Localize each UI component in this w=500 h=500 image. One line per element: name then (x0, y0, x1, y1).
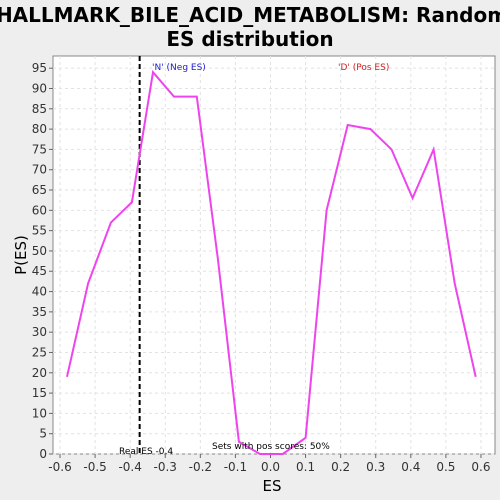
y-tick-label: 55 (32, 224, 47, 238)
y-tick-label: 80 (32, 122, 47, 136)
neg-es-label: 'N' (Neg ES) (152, 63, 206, 73)
axis-ticks: 0 5 10 15 20 25 30 35 40 45 50 55 60 65 70 75 80 85 90 95 -0… (32, 61, 491, 474)
x-tick-label: 0.1 (296, 460, 315, 474)
y-tick-label: 75 (32, 142, 47, 156)
y-axis-label: P(ES) (12, 235, 30, 275)
plot-area (52, 55, 496, 455)
x-tick-label: 0.5 (436, 460, 455, 474)
x-tick-label: -0.3 (154, 460, 177, 474)
grid (53, 56, 495, 455)
y-tick-label: 70 (32, 163, 47, 177)
y-tick-label: 0 (39, 447, 47, 461)
y-tick-label: 50 (32, 244, 47, 258)
y-tick-label: 25 (32, 345, 47, 359)
y-tick-label: 40 (32, 285, 47, 299)
series-line (66, 69, 477, 455)
x-tick-label: -0.1 (224, 460, 247, 474)
x-tick-label: 0.6 (471, 460, 490, 474)
chart-title-line2: ES distribution (166, 27, 333, 51)
y-tick-label: 15 (32, 386, 47, 400)
x-tick-label: 0.3 (366, 460, 385, 474)
y-tick-label: 10 (32, 406, 47, 420)
y-tick-label: 85 (32, 102, 47, 116)
x-tick-label: -0.2 (189, 460, 212, 474)
x-axis-label: ES (263, 477, 282, 495)
x-tick-label: 0.2 (331, 460, 350, 474)
y-tick-label: 90 (32, 81, 47, 95)
y-tick-label: 65 (32, 183, 47, 197)
x-tick-label: -0.5 (83, 460, 106, 474)
y-tick-label: 60 (32, 203, 47, 217)
y-tick-label: 45 (32, 264, 47, 278)
pos-scores-label: Sets with pos scores: 50% (212, 442, 330, 452)
x-tick-label: 0.0 (261, 460, 280, 474)
y-tick-label: 30 (32, 325, 47, 339)
real-es-label: Real ES -0.4 (119, 447, 173, 457)
x-tick-label: -0.6 (48, 460, 71, 474)
y-tick-label: 35 (32, 305, 47, 319)
pos-es-label: 'D' (Pos ES) (338, 63, 389, 73)
y-tick-label: 20 (32, 366, 47, 380)
chart-title-line1: HALLMARK_BILE_ACID_METABOLISM: Random (0, 3, 500, 27)
y-tick-label: 5 (39, 427, 47, 441)
x-tick-label: 0.4 (401, 460, 420, 474)
x-tick-label: -0.4 (118, 460, 141, 474)
y-tick-label: 95 (32, 61, 47, 75)
